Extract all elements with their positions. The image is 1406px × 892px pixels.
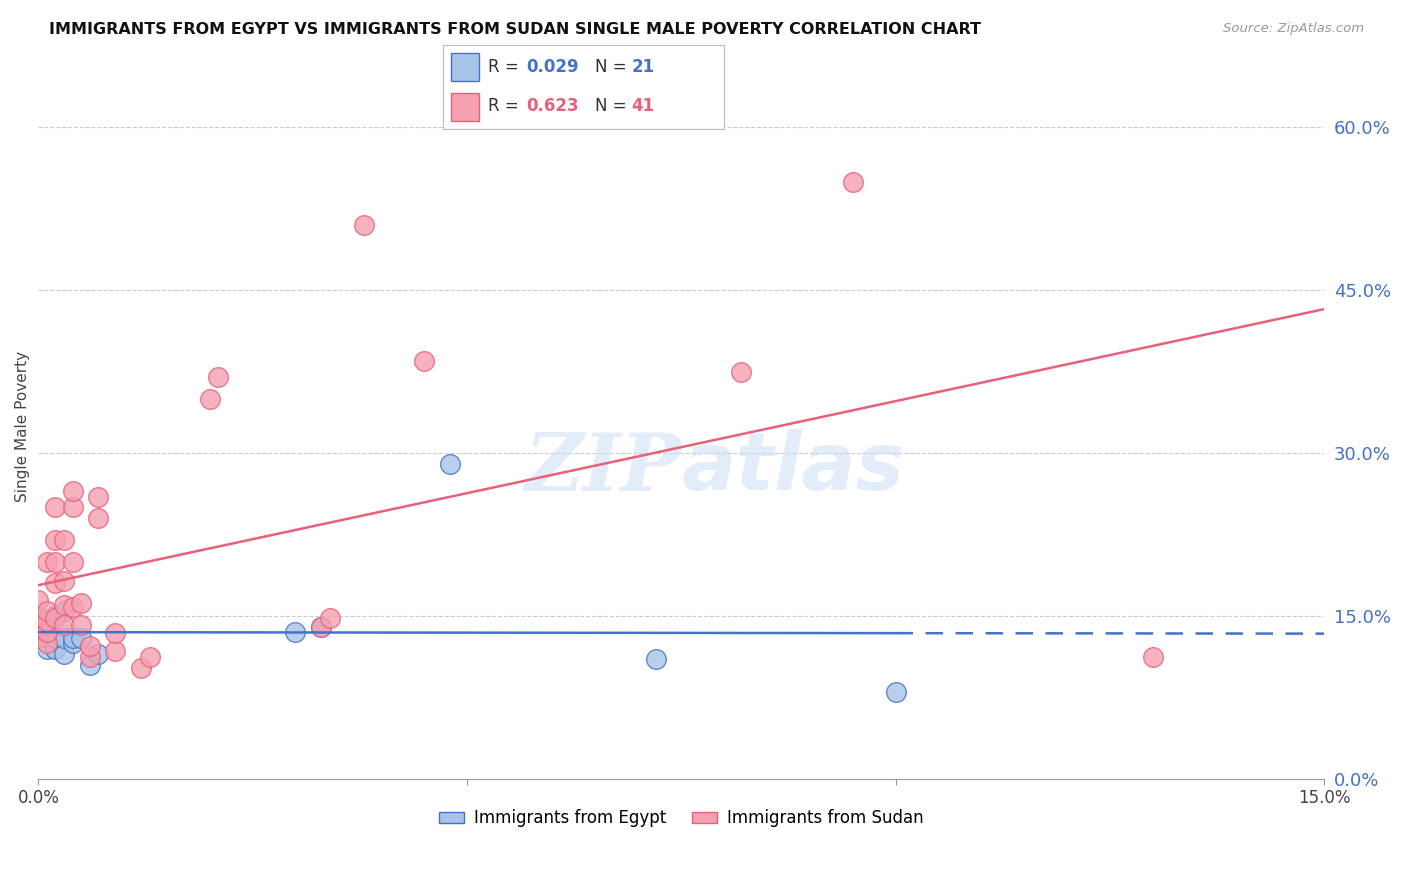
Point: [35, 641, 58, 656]
Y-axis label: Single Male Poverty: Single Male Poverty: [15, 351, 30, 501]
Point: [35, 615, 58, 629]
Text: ZIP: ZIP: [524, 430, 682, 507]
Text: 21: 21: [631, 58, 654, 76]
Point: [1142, 650, 1164, 665]
Point: [53, 631, 76, 645]
Point: [44, 555, 66, 569]
Point: [884, 685, 907, 699]
FancyBboxPatch shape: [451, 54, 479, 81]
Point: [27, 592, 49, 607]
Point: [62, 636, 84, 650]
Point: [27, 625, 49, 640]
Point: [53, 533, 76, 547]
Point: [353, 218, 375, 232]
Text: Source: ZipAtlas.com: Source: ZipAtlas.com: [1223, 22, 1364, 36]
Point: [70, 617, 93, 632]
Point: [35, 555, 58, 569]
Point: [27, 631, 49, 645]
Point: [79, 657, 101, 672]
Point: [62, 631, 84, 645]
Point: [139, 650, 162, 665]
Point: [104, 644, 127, 658]
FancyBboxPatch shape: [443, 45, 724, 129]
Point: [44, 576, 66, 591]
Text: N =: N =: [595, 58, 631, 76]
Point: [35, 615, 58, 629]
Legend: Immigrants from Egypt, Immigrants from Sudan: Immigrants from Egypt, Immigrants from S…: [433, 803, 929, 834]
Point: [413, 353, 436, 368]
Point: [44, 611, 66, 625]
Point: [79, 640, 101, 654]
Point: [841, 175, 863, 189]
Point: [62, 500, 84, 515]
FancyBboxPatch shape: [451, 93, 479, 120]
Point: [62, 600, 84, 615]
Point: [309, 620, 332, 634]
Point: [35, 636, 58, 650]
Point: [730, 365, 752, 379]
Point: [104, 626, 127, 640]
Point: [44, 533, 66, 547]
Point: [44, 631, 66, 645]
Point: [198, 392, 221, 406]
Text: atlas: atlas: [682, 429, 904, 508]
Text: IMMIGRANTS FROM EGYPT VS IMMIGRANTS FROM SUDAN SINGLE MALE POVERTY CORRELATION C: IMMIGRANTS FROM EGYPT VS IMMIGRANTS FROM…: [49, 22, 981, 37]
Text: N =: N =: [595, 97, 631, 115]
Point: [53, 574, 76, 589]
Point: [207, 370, 229, 384]
Point: [44, 500, 66, 515]
Point: [53, 647, 76, 661]
Text: R =: R =: [488, 58, 524, 76]
Point: [79, 650, 101, 665]
Point: [62, 555, 84, 569]
Point: [27, 609, 49, 624]
Point: [87, 490, 110, 504]
Text: 0.623: 0.623: [526, 97, 578, 115]
Point: [87, 511, 110, 525]
Point: [129, 661, 152, 675]
Point: [309, 620, 332, 634]
Text: 0.029: 0.029: [526, 58, 578, 76]
Point: [53, 604, 76, 618]
Point: [70, 631, 93, 645]
Point: [319, 611, 342, 625]
Point: [35, 604, 58, 618]
Point: [27, 620, 49, 634]
Point: [35, 625, 58, 640]
Text: R =: R =: [488, 97, 524, 115]
Point: [44, 641, 66, 656]
Point: [44, 609, 66, 624]
Point: [27, 615, 49, 629]
Point: [62, 484, 84, 499]
Point: [53, 617, 76, 632]
Point: [35, 631, 58, 645]
Text: 41: 41: [631, 97, 654, 115]
Point: [53, 598, 76, 612]
Point: [70, 596, 93, 610]
Point: [644, 652, 666, 666]
Point: [284, 625, 307, 640]
Point: [439, 457, 461, 471]
Point: [87, 647, 110, 661]
